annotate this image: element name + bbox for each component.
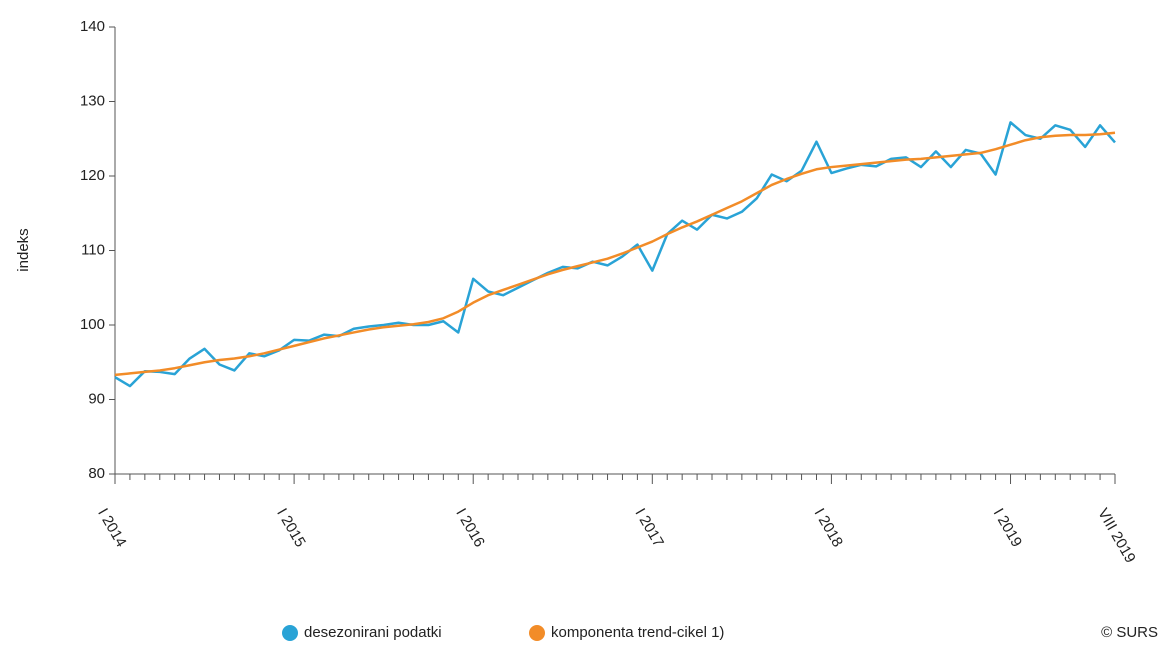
legend-label: komponenta trend-cikel 1) xyxy=(551,624,724,641)
legend-swatch xyxy=(529,625,545,641)
x-tick-label: I 2015 xyxy=(273,505,309,550)
series-line xyxy=(114,121,1116,388)
source: © SURS xyxy=(1101,624,1158,641)
y-tick-label: 110 xyxy=(81,241,105,258)
legend-label: desezonirani podatki xyxy=(304,624,442,641)
x-tick-label: I 2017 xyxy=(631,505,667,550)
y-tick-label: 100 xyxy=(80,316,105,333)
legend-swatch xyxy=(282,625,298,641)
x-tick-label: VIII 2019 xyxy=(1094,505,1139,566)
y-tick-label: 120 xyxy=(80,167,105,184)
x-tick-label: I 2018 xyxy=(811,505,847,550)
series-line xyxy=(114,131,1116,377)
y-tick-label: 90 xyxy=(88,390,105,407)
x-tick-label: I 2014 xyxy=(94,505,130,550)
y-axis-label: indeks xyxy=(15,228,32,271)
y-tick-label: 140 xyxy=(80,18,105,35)
x-tick-label: I 2016 xyxy=(452,505,488,550)
y-tick-label: 80 xyxy=(88,465,105,482)
x-tick-label: I 2019 xyxy=(990,505,1026,550)
y-tick-label: 130 xyxy=(80,92,105,109)
